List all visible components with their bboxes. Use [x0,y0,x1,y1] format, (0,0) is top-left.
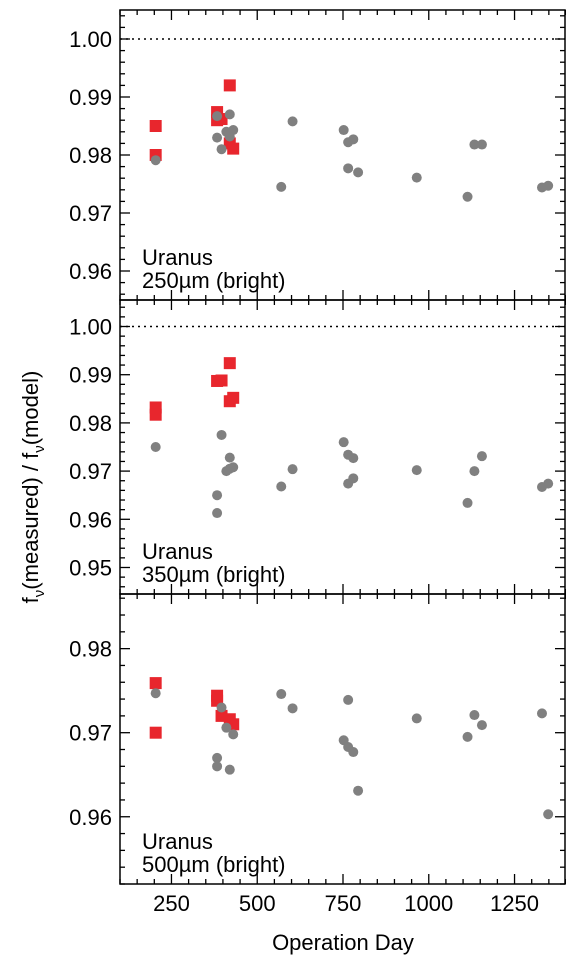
data-point-circle [348,453,359,464]
data-point-circle [212,132,223,143]
y-tick-label: 0.97 [69,201,112,226]
panel-annotation-planet: Uranus [142,539,213,564]
data-point-circle [476,720,487,731]
data-point-circle [348,134,359,145]
panel-annotation-planet: Uranus [142,245,213,270]
data-point-circle [536,708,547,719]
data-point-circle [462,191,473,202]
data-point-circle [343,163,354,174]
data-point-circle [348,747,359,758]
data-point-circle [469,466,480,477]
panel-annotation-band: 350µm (bright) [142,562,286,587]
data-point-circle [338,125,349,136]
y-axis-label: fν(measured) / fν(model) [18,371,48,604]
data-point-circle [353,167,364,178]
data-point-square [149,408,162,421]
data-point-square [149,726,162,739]
data-point-circle [216,702,227,713]
panel-3: 0.96 0.97 0.98 250 500 750 1000 1250 Uranus500µm… [69,593,566,916]
data-point-circle [212,752,223,763]
data-point-circle [150,155,161,166]
y-label-nu1: ν [31,590,48,598]
data-point-circle [221,722,232,733]
data-point-circle [543,180,554,191]
data-point-circle [476,139,487,150]
data-point-circle [224,109,235,120]
data-point-square [227,142,240,155]
data-point-circle [224,764,235,775]
y-tick-label: 0.96 [69,259,112,284]
y-label-f1: f [18,596,43,603]
data-point-circle [150,688,161,699]
data-point-circle [353,785,364,796]
data-point-square [215,374,228,387]
y-tick-label: 1.00 [69,315,112,340]
data-point-circle [343,694,354,705]
data-point-circle [469,139,480,150]
y-tick-label: 0.96 [69,805,112,830]
data-point-circle [338,437,349,448]
y-tick-label: 0.98 [69,143,112,168]
data-point-circle [462,731,473,742]
y-tick-label: 0.97 [69,459,112,484]
data-point-circle [276,181,287,192]
x-tick-label: 1250 [490,891,539,916]
x-tick-label: 1000 [404,891,453,916]
data-point-circle [287,116,298,127]
data-point-square [227,391,240,404]
data-point-circle [216,429,227,440]
data-point-circle [216,144,227,155]
data-point-circle [228,462,239,473]
y-tick-label: 0.99 [69,363,112,388]
data-point-circle [212,111,223,122]
y-tick-label: 0.97 [69,721,112,746]
y-tick-label: 0.98 [69,411,112,436]
data-point-circle [287,464,298,475]
y-label-end: (model) [18,371,43,446]
data-point-circle [224,452,235,463]
data-point-circle [212,761,223,772]
x-tick-label: 750 [325,891,362,916]
x-tick-label: 250 [153,891,190,916]
data-point-circle [543,809,554,820]
y-tick-label: 1.00 [69,27,112,52]
data-point-circle [228,729,239,740]
data-point-circle [411,172,422,183]
data-point-square [223,79,236,92]
data-point-circle [276,481,287,492]
data-point-square [149,120,162,132]
panel-annotation-band: 250µm (bright) [142,268,286,293]
panel-annotation-band: 500µm (bright) [142,852,286,877]
data-point-circle [348,473,359,484]
data-point-circle [276,689,287,700]
data-point-circle [411,713,422,724]
data-point-circle [476,451,487,462]
x-axis-label: Operation Day [272,930,414,955]
panel-annotation-planet: Uranus [142,829,213,854]
data-point-circle [212,508,223,519]
data-point-circle [287,703,298,714]
y-label-nu2: ν [31,445,48,453]
y-tick-label: 0.98 [69,637,112,662]
data-point-square [149,677,162,690]
data-point-circle [228,125,239,136]
y-label-mid: (measured) / f [18,452,43,590]
y-tick-label: 0.99 [69,85,112,110]
y-tick-label: 0.95 [69,555,112,580]
x-tick-label: 500 [239,891,276,916]
data-point-circle [469,710,480,721]
data-point-square [223,357,236,370]
data-point-circle [212,490,223,501]
data-point-circle [462,497,473,508]
data-point-circle [150,442,161,452]
y-tick-label: 0.96 [69,507,112,532]
data-point-circle [411,465,422,476]
data-point-circle [543,478,554,489]
